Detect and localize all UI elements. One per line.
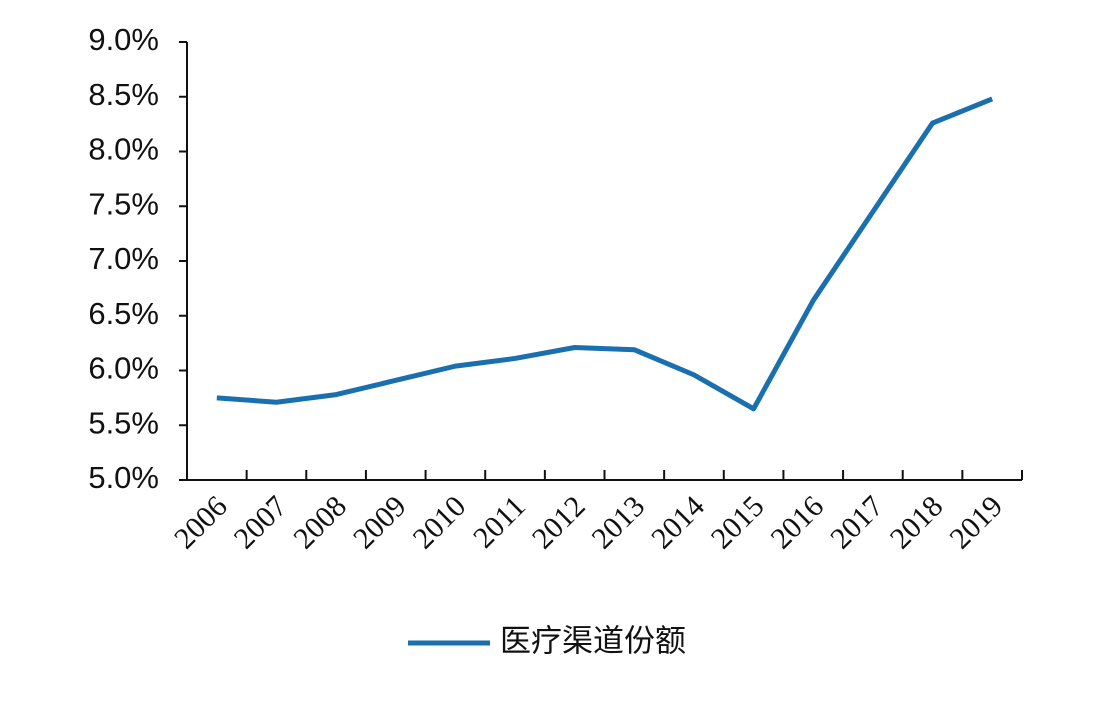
y-tick-label: 9.0%: [88, 22, 159, 57]
x-tick-label: 2018: [884, 490, 950, 556]
y-tick-label: 8.0%: [88, 132, 159, 167]
x-tick-label: 2008: [287, 490, 353, 556]
x-tick-label: 2013: [586, 490, 652, 556]
y-tick-label: 5.0%: [88, 460, 159, 495]
x-tick-label: 2010: [407, 490, 473, 556]
x-tick-label: 2006: [168, 490, 234, 556]
x-tick-label: 2009: [347, 490, 413, 556]
y-tick-label: 8.5%: [88, 77, 159, 112]
y-tick-label: 6.5%: [88, 296, 159, 331]
y-tick-label: 5.5%: [88, 405, 159, 440]
y-tick-label: 6.0%: [88, 351, 159, 386]
x-tick-label: 2015: [705, 490, 771, 556]
x-tick-label: 2017: [824, 490, 890, 556]
x-tick-label: 2016: [764, 490, 830, 556]
line-series: [216, 96, 994, 412]
x-tick-label: 2011: [467, 490, 532, 555]
x-tick-label: 2014: [645, 490, 711, 556]
y-tick-label: 7.0%: [88, 241, 159, 276]
x-tick-label: 2012: [526, 490, 592, 556]
legend-label: 医疗渠道份额: [500, 624, 686, 660]
x-tick-label: 2019: [943, 490, 1009, 556]
y-tick-label: 7.5%: [88, 186, 159, 221]
x-tick-label: 2007: [228, 490, 294, 556]
